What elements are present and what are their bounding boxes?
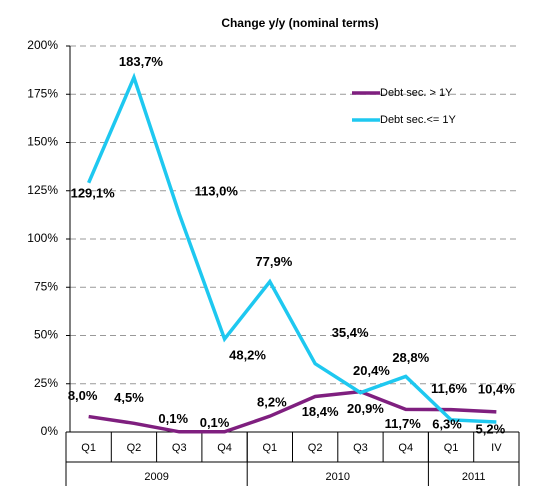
y-tick-label: 25% bbox=[34, 376, 58, 390]
data-label: 18,4% bbox=[302, 404, 339, 419]
data-label: 5,2% bbox=[476, 421, 506, 436]
legend-label: Debt sec. > 1Y bbox=[380, 87, 453, 99]
series-line bbox=[88, 389, 497, 434]
y-tick-label: 200% bbox=[27, 38, 58, 52]
chart-title: Change y/y (nominal terms) bbox=[221, 16, 378, 30]
legend-label: Debt sec.<= 1Y bbox=[380, 114, 456, 126]
data-label: 0,1% bbox=[200, 415, 230, 430]
data-label: 20,4% bbox=[353, 363, 390, 378]
data-label: 183,7% bbox=[119, 54, 164, 69]
data-label: 10,4% bbox=[478, 381, 515, 396]
y-tick-label: 75% bbox=[34, 279, 58, 293]
x-tick-label: Q2 bbox=[308, 442, 323, 454]
x-tick-label: IV bbox=[491, 442, 502, 454]
group-label: 2011 bbox=[462, 471, 486, 483]
series-line bbox=[87, 72, 497, 424]
x-tick-label: Q4 bbox=[217, 442, 232, 454]
data-label: 4,5% bbox=[114, 390, 144, 405]
data-label: 11,7% bbox=[385, 416, 422, 431]
x-tick-label: Q1 bbox=[263, 442, 278, 454]
data-label: 48,2% bbox=[229, 347, 266, 362]
y-tick-label: 150% bbox=[27, 135, 58, 149]
x-tick-label: Q3 bbox=[172, 442, 187, 454]
data-label: 113,0% bbox=[195, 183, 239, 198]
data-label: 0,1% bbox=[158, 411, 188, 426]
x-tick-label: Q2 bbox=[127, 442, 142, 454]
data-label: 77,9% bbox=[255, 254, 292, 269]
y-tick-label: 0% bbox=[41, 424, 59, 438]
x-tick-label: Q1 bbox=[444, 442, 459, 454]
data-label: 35,4% bbox=[332, 325, 369, 340]
x-tick-label: Q4 bbox=[398, 442, 413, 454]
data-label: 6,3% bbox=[432, 416, 462, 431]
y-tick-label: 50% bbox=[34, 328, 58, 342]
x-tick-label: Q1 bbox=[81, 442, 96, 454]
y-tick-label: 100% bbox=[27, 231, 58, 245]
data-label: 20,9% bbox=[347, 401, 384, 416]
y-tick-label: 175% bbox=[27, 86, 58, 100]
group-label: 2010 bbox=[326, 471, 350, 483]
data-label: 129,1% bbox=[71, 185, 116, 200]
data-label: 8,0% bbox=[68, 388, 98, 403]
data-label: 8,2% bbox=[257, 395, 287, 410]
x-tick-label: Q3 bbox=[353, 442, 368, 454]
group-label: 2009 bbox=[144, 471, 168, 483]
y-tick-label: 125% bbox=[27, 183, 58, 197]
data-label: 28,8% bbox=[392, 350, 429, 365]
data-label: 11,6% bbox=[431, 381, 468, 396]
